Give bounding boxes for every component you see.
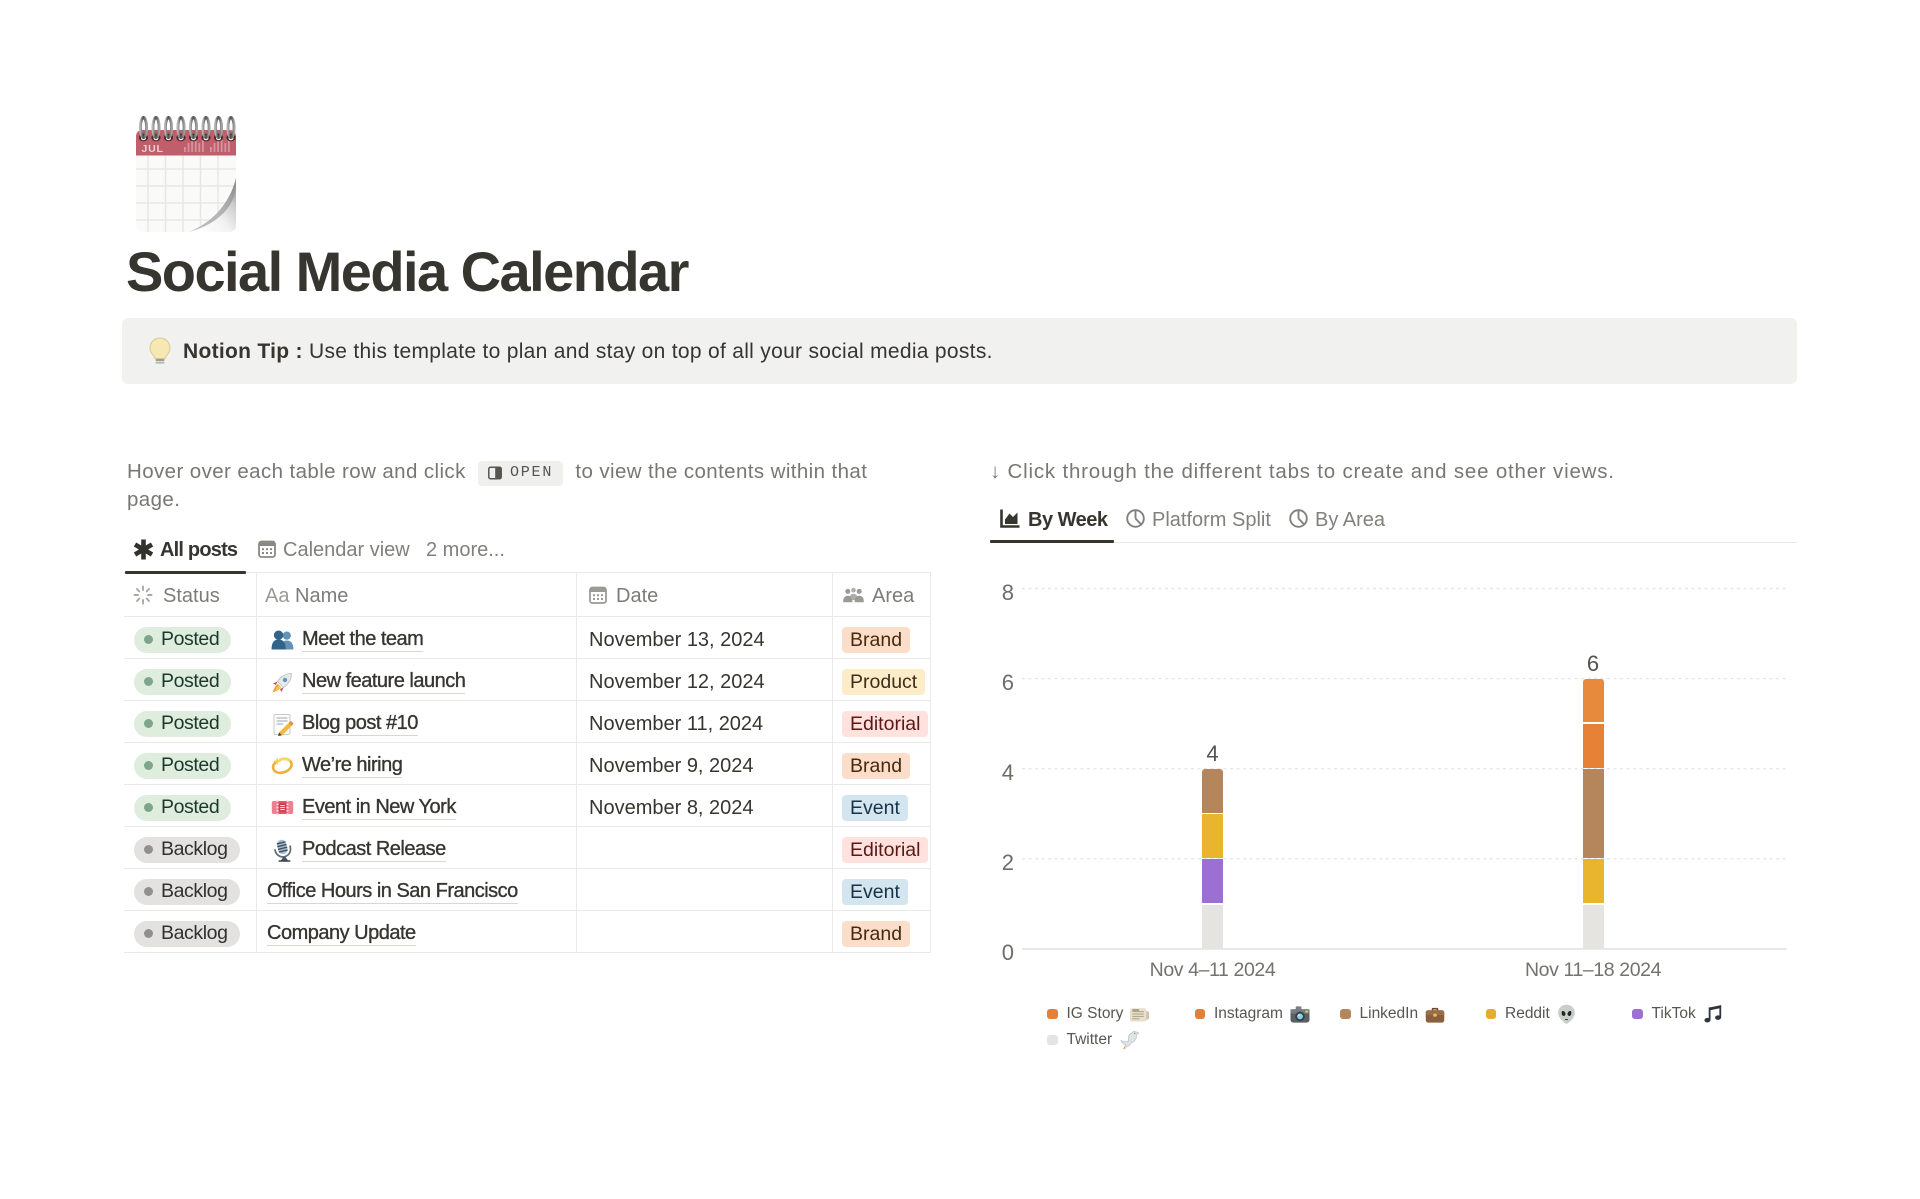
svg-text:JUL: JUL bbox=[142, 143, 164, 155]
